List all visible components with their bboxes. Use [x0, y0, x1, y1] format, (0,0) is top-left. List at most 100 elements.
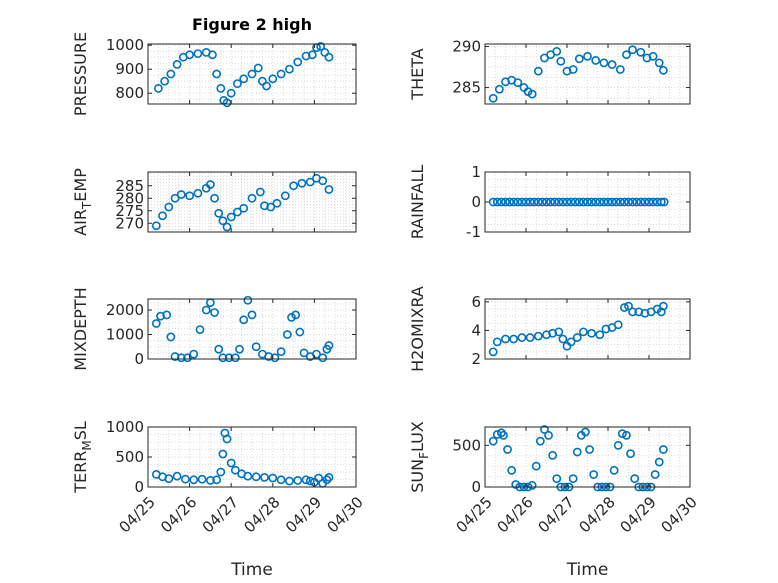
data-point	[276, 347, 286, 357]
data-point	[251, 472, 261, 482]
data-point	[587, 328, 596, 338]
data-point	[607, 197, 617, 207]
data-point	[554, 327, 564, 337]
y-tick-label: 0	[134, 350, 144, 368]
data-point	[318, 353, 328, 363]
data-point	[630, 474, 640, 484]
data-point	[272, 198, 282, 208]
x-tick-label: 04/25	[453, 493, 496, 536]
data-point	[160, 76, 170, 86]
y-tick-label: 900	[115, 60, 144, 78]
x-tick-label: 04/27	[199, 493, 242, 536]
data-point	[513, 197, 523, 207]
data-point	[613, 320, 623, 330]
x-tick-label: 04/30	[658, 493, 701, 536]
data-point	[599, 197, 609, 207]
data-point	[648, 51, 658, 61]
y-axis-label-part: LUX	[408, 421, 427, 452]
data-point	[307, 50, 317, 60]
data-point	[216, 84, 226, 93]
data-point	[527, 480, 537, 490]
data-point	[166, 332, 176, 342]
data-point	[322, 475, 332, 485]
y-axis-label: PRESSURE	[71, 32, 90, 116]
data-point	[611, 197, 621, 207]
data-point	[324, 341, 334, 350]
y-axis-label: AIRTEMP	[71, 168, 94, 236]
data-point	[533, 331, 543, 341]
y-tick-label: 290	[452, 37, 481, 55]
data-point	[535, 436, 545, 446]
subplot-theta: 285 290 THETA	[408, 37, 691, 105]
y-tick-label: 4	[471, 321, 481, 339]
figure-title: Figure 2 high	[192, 15, 312, 34]
y-axis-label-part: SL	[71, 421, 90, 440]
data-point	[591, 197, 601, 207]
data-point	[531, 461, 541, 471]
data-point	[239, 203, 249, 213]
data-point	[499, 430, 508, 440]
x-tick-label: 04/27	[535, 493, 578, 536]
axes-box	[484, 298, 691, 360]
data-point	[183, 353, 192, 363]
data-point	[626, 449, 635, 459]
data-point	[262, 81, 271, 91]
data-point	[585, 445, 594, 454]
data-point	[243, 295, 253, 305]
data-point	[488, 347, 498, 357]
y-axis-label-subscript: M	[80, 440, 94, 450]
data-point	[656, 307, 666, 317]
y-tick-label: 285	[115, 177, 144, 195]
data-point	[583, 197, 592, 207]
data-point	[622, 50, 631, 60]
y-tick-label: 6	[471, 293, 481, 311]
y-axis-label-part: AIR	[71, 209, 90, 236]
y-axis-label: TERRMSL	[71, 421, 94, 494]
data-point	[591, 56, 601, 65]
x-tick-label: 04/28	[576, 493, 619, 536]
data-point	[230, 465, 240, 475]
data-point	[517, 333, 527, 342]
data-point	[509, 197, 519, 207]
data-point	[295, 327, 305, 337]
data-point	[654, 457, 664, 467]
axes-box	[147, 171, 357, 233]
data-point	[513, 78, 523, 88]
data-point	[648, 197, 658, 207]
data-point	[542, 197, 551, 207]
data-point	[568, 474, 578, 484]
data-point	[609, 465, 619, 475]
data-point	[233, 79, 242, 88]
data-point	[558, 197, 568, 207]
data-point	[305, 177, 315, 187]
data-point	[624, 197, 633, 207]
y-tick-label: 1000	[106, 36, 144, 54]
x-axis-label: Time	[566, 560, 609, 580]
data-point	[636, 47, 646, 57]
data-point	[226, 212, 236, 222]
axes-box	[484, 43, 691, 105]
data-point	[568, 65, 578, 74]
data-point	[176, 353, 186, 363]
data-point	[603, 197, 613, 207]
data-point	[552, 474, 562, 484]
data-point	[151, 221, 161, 231]
x-tick-label: 04/25	[116, 493, 159, 536]
data-point	[270, 353, 280, 363]
data-point	[615, 197, 625, 207]
data-point	[620, 303, 629, 312]
data-point	[255, 187, 265, 197]
data-point	[316, 42, 326, 51]
data-point	[164, 474, 174, 483]
data-point	[488, 436, 498, 446]
data-point	[583, 51, 592, 61]
data-point	[558, 334, 568, 344]
data-point	[210, 308, 219, 317]
data-point	[595, 197, 605, 207]
y-tick-label: 2000	[106, 301, 144, 319]
data-point	[314, 473, 323, 483]
data-point	[529, 197, 539, 207]
data-point	[324, 472, 334, 482]
